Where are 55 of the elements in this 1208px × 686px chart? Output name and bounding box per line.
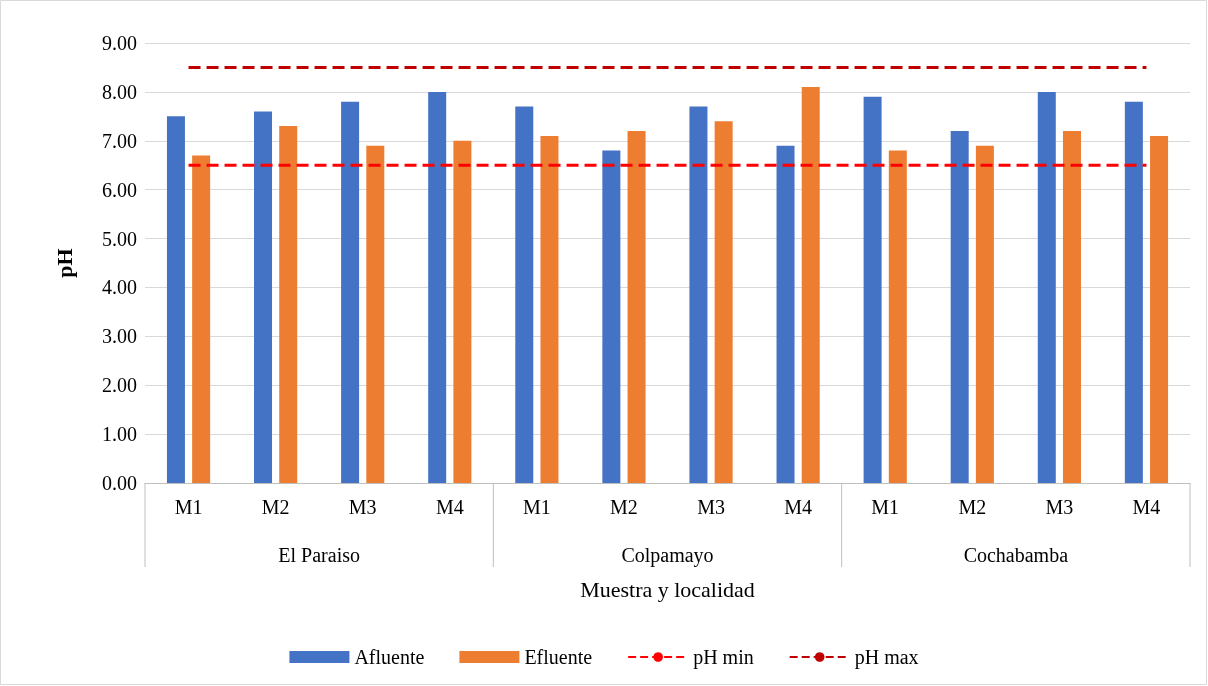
- bar: [801, 87, 820, 483]
- bar: [627, 131, 646, 483]
- bar: [254, 111, 273, 483]
- y-tick-label: 8.00: [102, 80, 137, 103]
- bar: [1037, 91, 1056, 483]
- bar: [428, 91, 447, 483]
- bar: [689, 106, 708, 483]
- x-tick-label: M4: [784, 496, 813, 518]
- bar: [453, 140, 472, 483]
- y-tick-label: 3.00: [102, 325, 137, 348]
- bar: [950, 131, 969, 483]
- x-tick-label: M2: [610, 496, 638, 518]
- bar: [1124, 101, 1143, 483]
- x-axis-title: Muestra y localidad: [580, 576, 755, 602]
- y-tick-label: 1.00: [102, 423, 137, 446]
- y-tick-label: 6.00: [102, 178, 137, 201]
- bar: [279, 126, 298, 483]
- x-tick-label: M3: [697, 496, 725, 518]
- y-tick-label: 5.00: [102, 227, 137, 250]
- y-tick-label: 4.00: [102, 276, 137, 299]
- bar: [166, 116, 185, 483]
- bar: [714, 121, 733, 483]
- bar: [366, 145, 385, 483]
- bar: [515, 106, 534, 483]
- bar: [192, 155, 211, 483]
- x-tick-label: M1: [871, 496, 900, 518]
- x-tick-label: M4: [1132, 496, 1161, 518]
- bar: [776, 145, 795, 483]
- legend-label: Efluente: [524, 646, 593, 668]
- x-tick-label: M3: [348, 496, 377, 518]
- y-tick-label: 9.00: [102, 32, 137, 54]
- bar: [888, 150, 907, 483]
- y-axis-title: pH: [51, 248, 77, 278]
- bar: [1062, 131, 1081, 483]
- x-tick-label: M2: [261, 496, 290, 518]
- y-tick-label: 2.00: [102, 374, 137, 397]
- text: Cochabamba: [963, 544, 1069, 566]
- y-tick-label: 7.00: [102, 129, 137, 152]
- bar: [975, 145, 994, 483]
- x-tick-label: M4: [435, 496, 464, 518]
- text: El Paraiso: [278, 544, 360, 566]
- legend-label: Afluente: [354, 646, 425, 668]
- text: Colpamayo: [621, 544, 714, 567]
- bar: [341, 101, 360, 483]
- y-tick-label: 0.00: [102, 472, 137, 494]
- bar: [1150, 135, 1169, 483]
- bar: [540, 135, 559, 483]
- x-tick-label: M3: [1045, 496, 1074, 518]
- legend-label: pH min: [693, 646, 754, 669]
- x-tick-label: M2: [958, 496, 987, 518]
- bar: [863, 96, 882, 483]
- x-tick-label: M1: [174, 496, 203, 518]
- x-tick-label: M1: [522, 496, 551, 518]
- legend-label: pH max: [854, 646, 919, 669]
- bar: [602, 150, 621, 483]
